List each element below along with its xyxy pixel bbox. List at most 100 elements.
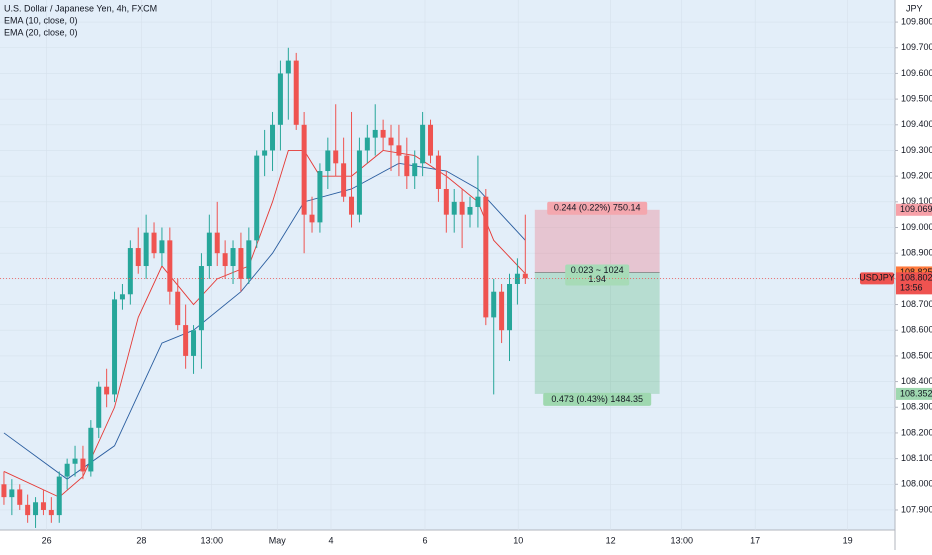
target-label: 0.473 (0.43%) 1484.35 <box>551 394 643 404</box>
y-tick-label: 108.500 <box>901 350 932 360</box>
candle-body <box>412 163 418 177</box>
y-tick-label: 107.900 <box>901 504 932 514</box>
candle-body <box>293 60 299 125</box>
target-zone <box>534 272 660 394</box>
candle-body <box>64 463 70 477</box>
y-tick-label: 108.300 <box>901 402 932 412</box>
candle-body <box>325 150 331 172</box>
target-label-box <box>543 392 652 406</box>
candle-body <box>317 171 323 223</box>
candle-body <box>491 291 497 318</box>
y-tick-label: 109.600 <box>901 68 932 78</box>
symbol-box <box>860 272 894 285</box>
price-label-box <box>896 203 932 216</box>
candle-body <box>443 188 449 215</box>
candle-body <box>56 476 62 516</box>
candle-body <box>372 129 378 138</box>
candle-body <box>143 232 149 267</box>
price-label-box <box>896 387 932 400</box>
plot-background <box>0 0 895 530</box>
candle-body <box>459 201 465 215</box>
x-tick-label: 13:00 <box>200 535 223 545</box>
candle-body <box>364 137 370 151</box>
x-tick-label: 10 <box>513 535 523 545</box>
x-tick-label: 4 <box>328 535 333 545</box>
candle-body <box>214 232 220 254</box>
candle-body <box>167 240 173 292</box>
candle-body <box>467 206 473 215</box>
y-tick-label: 108.100 <box>901 453 932 463</box>
legend-entry: EMA (10, close, 0) <box>4 15 78 25</box>
price-label: 108.352 <box>900 388 932 398</box>
x-tick-label: 19 <box>843 535 853 545</box>
legend-entry: EMA (20, close, 0) <box>4 27 78 37</box>
countdown: 13:56 <box>900 283 923 293</box>
y-tick-label: 109.200 <box>901 171 932 181</box>
x-tick-label: 26 <box>42 535 52 545</box>
stop-zone <box>534 209 660 273</box>
candle-body <box>499 291 505 331</box>
y-tick-label: 109.400 <box>901 119 932 129</box>
candle-body <box>435 155 441 189</box>
candle-body <box>33 502 39 516</box>
candle-body <box>270 124 276 151</box>
y-tick-label: 108.000 <box>901 479 932 489</box>
candle-body <box>119 294 125 300</box>
candle-body <box>191 330 197 356</box>
candle-body <box>88 427 94 472</box>
candle-body <box>356 150 362 215</box>
candle-body <box>127 248 133 295</box>
candle-body <box>238 248 244 279</box>
symbol-label: USDJPY <box>859 273 895 283</box>
x-tick-label: 6 <box>422 535 427 545</box>
candle-body <box>159 240 165 254</box>
candle-body <box>25 504 31 516</box>
candle-body <box>451 201 457 215</box>
candle-body <box>262 150 268 156</box>
candle-body <box>341 163 347 197</box>
last-price-box <box>896 272 932 295</box>
candle-body <box>246 240 252 279</box>
candle-body <box>104 386 110 395</box>
candle-body <box>349 196 355 215</box>
stop-label-box <box>547 201 648 215</box>
candle-body <box>135 248 141 267</box>
candle-body <box>198 266 204 331</box>
chart-title: U.S. Dollar / Japanese Yen, 4h, FXCM <box>4 3 157 13</box>
ema-line <box>3 149 526 498</box>
candle-body <box>388 137 394 146</box>
candle-body <box>333 150 339 164</box>
candle-body <box>206 232 212 267</box>
mid-label-box <box>565 264 630 286</box>
x-tick-label: May <box>269 535 287 545</box>
mid-label: 1.94 <box>588 274 606 284</box>
candle-body <box>507 284 513 331</box>
y-tick-label: 109.300 <box>901 145 932 155</box>
price-label: 109.069 <box>900 204 932 214</box>
candle-body <box>175 291 181 326</box>
candle-body <box>48 509 54 516</box>
candle-body <box>309 214 315 223</box>
x-tick-label: 13:00 <box>670 535 693 545</box>
candle-body <box>40 502 46 510</box>
candle-body <box>222 253 228 267</box>
candle-body <box>522 273 528 279</box>
candle-body <box>380 129 386 138</box>
y-tick-label: 109.100 <box>901 196 932 206</box>
y-tick-label: 108.400 <box>901 376 932 386</box>
mid-label: 0.023 ~ 1024 <box>571 265 624 275</box>
candle-body <box>254 155 260 241</box>
candle-body <box>230 248 236 267</box>
price-label: 108.825 <box>900 267 932 277</box>
candle-body <box>514 273 520 285</box>
x-tick-label: 17 <box>750 535 760 545</box>
y-tick-label: 108.200 <box>901 427 932 437</box>
candle-body <box>483 196 489 318</box>
currency-label: JPY <box>906 3 923 13</box>
candle-body <box>404 155 410 177</box>
stop-label: 0.244 (0.22%) 750.14 <box>554 203 641 213</box>
candle-body <box>277 73 283 125</box>
x-tick-label: 28 <box>136 535 146 545</box>
y-tick-label: 108.700 <box>901 299 932 309</box>
